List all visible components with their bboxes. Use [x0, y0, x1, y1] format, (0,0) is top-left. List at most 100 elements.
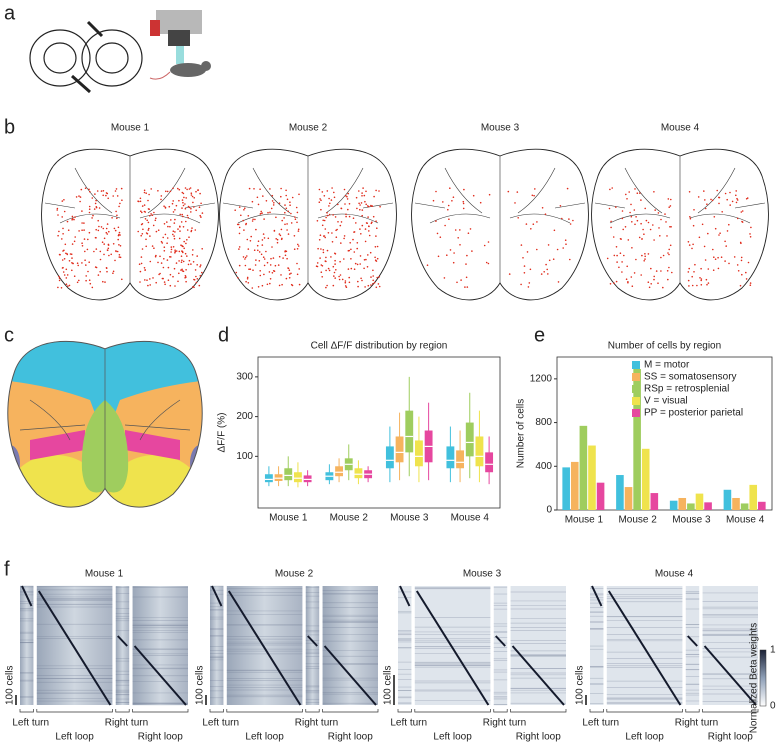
cell-dot [368, 230, 370, 232]
cell-dot [180, 255, 183, 257]
cell-dot [238, 248, 240, 250]
cell-dot [372, 215, 375, 218]
cell-dot [99, 270, 101, 273]
cell-dot [181, 199, 184, 201]
cell-dot [265, 200, 268, 202]
cell-dot [568, 218, 570, 220]
heatmap-block [226, 586, 303, 705]
cell-dot [295, 206, 298, 209]
cell-dot [172, 200, 174, 202]
brain-map-title: Mouse 3 [481, 123, 520, 134]
cell-dot [356, 247, 359, 250]
cell-dot [58, 275, 60, 278]
cell-dot [183, 196, 185, 199]
cell-dot [749, 284, 752, 287]
cell-dot [347, 208, 349, 211]
cell-dot [119, 245, 122, 247]
cell-dot [279, 234, 282, 237]
cell-dot [621, 271, 623, 273]
cell-dot [347, 268, 350, 270]
cell-dot [84, 187, 87, 189]
cell-dot [249, 240, 252, 242]
cell-dot [370, 276, 372, 278]
cell-dot [362, 187, 364, 189]
cell-dot [350, 258, 352, 260]
cell-dot [552, 258, 555, 261]
sequence-diagonal [37, 590, 112, 706]
cell-dot [731, 200, 734, 203]
cell-dot [117, 238, 119, 241]
cell-dot [633, 272, 636, 274]
cell-dot [153, 247, 155, 249]
bracket [397, 709, 412, 713]
cell-dot [435, 220, 437, 222]
cell-dot [248, 268, 250, 271]
cell-dot [61, 259, 64, 261]
cell-dot [147, 221, 150, 224]
area-borders [594, 156, 766, 283]
cell-dot [193, 278, 195, 281]
trial-label: Left loop [625, 732, 664, 743]
cell-dot [293, 248, 296, 250]
cell-dot [280, 187, 282, 190]
brain-outline [7, 340, 203, 508]
cell-dot [88, 205, 91, 208]
cell-dot [114, 259, 116, 262]
cell-dot [741, 210, 744, 212]
cell-dot [516, 191, 519, 193]
cell-dot [118, 231, 121, 234]
cell-dot [356, 263, 359, 266]
cell-dot [287, 267, 290, 270]
cell-dot [73, 240, 76, 243]
cell-dot [655, 270, 658, 272]
cell-dot [167, 279, 170, 282]
cell-dot [184, 252, 187, 255]
bracket [414, 709, 491, 713]
cell-dot [91, 197, 94, 199]
cell-dot [68, 260, 71, 262]
x-tick-label: Mouse 2 [330, 513, 369, 524]
cell-dot [163, 246, 166, 248]
cell-dot [150, 213, 152, 215]
cell-dot [154, 219, 157, 222]
cell-dot [191, 195, 194, 198]
cell-dot [190, 192, 193, 194]
cell-dot [448, 218, 450, 220]
cell-dot [296, 211, 299, 214]
bar [616, 475, 624, 510]
cell-dot [159, 255, 161, 258]
cell-dot [178, 250, 181, 253]
cell-dot [660, 218, 662, 221]
cell-dot [184, 203, 186, 205]
cell-dot [81, 242, 83, 244]
cell-dot [265, 250, 267, 253]
cell-dot [278, 255, 281, 258]
cell-dot [378, 276, 381, 278]
legend-label: RSp = retrosplenial [644, 384, 729, 395]
cell-dot [167, 225, 169, 228]
cell-dot [426, 264, 429, 267]
cell-dot [79, 200, 81, 203]
cell-dot [621, 210, 624, 212]
cell-dot [610, 220, 612, 223]
plot-frame [257, 356, 501, 509]
cell-dot [689, 217, 692, 220]
cell-dot [459, 244, 461, 246]
cell-dot [175, 204, 178, 207]
cell-dot [630, 215, 633, 218]
cell-dot [531, 194, 534, 197]
cell-dot [325, 256, 327, 259]
cell-dot [66, 253, 69, 256]
cell-dot [339, 224, 342, 227]
cell-dot [98, 207, 101, 209]
cell-dot [365, 222, 368, 224]
cell-dot [631, 247, 633, 249]
cell-dot [318, 188, 321, 191]
cell-dot [257, 203, 260, 206]
heatmap-title: Mouse 1 [85, 569, 124, 580]
cell-dot [370, 222, 373, 225]
cell-dot [692, 243, 694, 246]
cell-dot [61, 200, 64, 202]
bracket [226, 709, 303, 713]
cell-dot [323, 195, 326, 197]
